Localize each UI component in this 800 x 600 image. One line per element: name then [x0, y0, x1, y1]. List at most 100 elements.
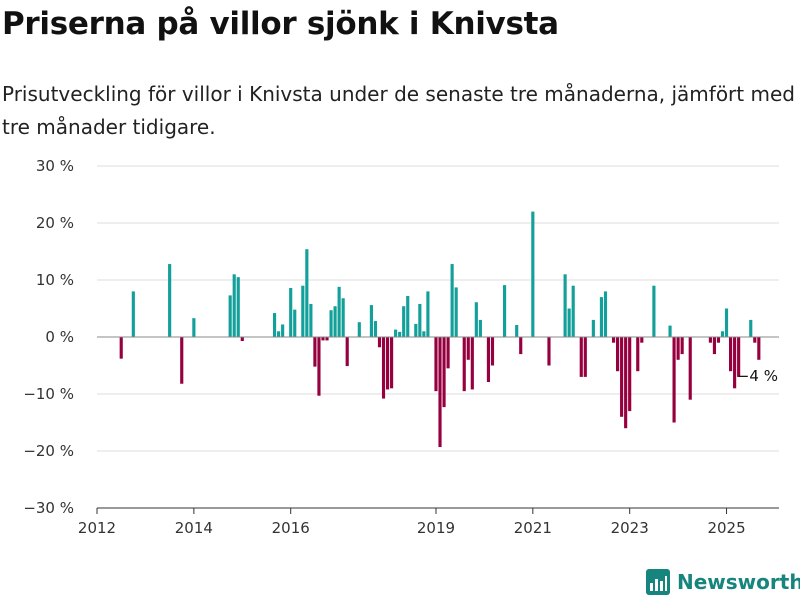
newsworthy-logo-icon [646, 569, 670, 595]
bar [309, 303, 313, 337]
x-tick-label: 2019 [417, 519, 455, 537]
x-tick-label: 2021 [514, 519, 552, 537]
bar [402, 306, 406, 337]
bar [377, 337, 382, 348]
bar [712, 337, 717, 355]
bar [591, 319, 595, 337]
bar [390, 337, 394, 389]
x-tick-label: 2014 [175, 519, 213, 537]
axis-layer: 30 % 20 % 10 % 0 % −10 % −20 % −30 %2012 2014 20… [23, 157, 779, 537]
newsworthy-logo: Newsworthy [646, 569, 800, 595]
bar [571, 285, 575, 337]
newsworthy-logo-text: Newsworthy [677, 570, 800, 594]
bar [636, 337, 640, 372]
bar [406, 295, 410, 337]
bar [313, 337, 317, 367]
bar [466, 337, 470, 360]
bar [652, 285, 656, 337]
bar [749, 319, 753, 337]
bar [490, 337, 495, 366]
bar [676, 337, 680, 360]
bar [232, 274, 236, 337]
bar [442, 337, 446, 408]
y-tick-label: 30 % [36, 157, 74, 175]
bar [616, 337, 620, 372]
bar [337, 286, 341, 337]
y-tick-label: 10 % [36, 271, 74, 289]
bar [119, 337, 123, 359]
bar [301, 285, 305, 337]
bar [733, 337, 737, 389]
bar [438, 337, 442, 448]
bar [470, 337, 474, 390]
bar [583, 337, 587, 377]
bar [289, 287, 293, 337]
bar [345, 337, 349, 367]
bar [325, 337, 329, 341]
x-tick-label: 2012 [78, 519, 116, 537]
bar [131, 291, 135, 337]
bar [729, 337, 733, 372]
grid-layer [97, 165, 779, 452]
bar [394, 329, 398, 337]
bar [381, 337, 386, 399]
y-tick-label: −30 % [23, 499, 74, 517]
latest-value-label: −4 % [737, 367, 778, 385]
bar [272, 313, 277, 337]
x-tick-label: 2023 [611, 519, 649, 537]
bar [192, 318, 196, 337]
x-tick-label: 2025 [707, 519, 745, 537]
bar [446, 337, 450, 369]
bar [450, 264, 454, 337]
bar [329, 310, 333, 337]
y-tick-label: −10 % [23, 385, 74, 403]
bar [720, 331, 725, 337]
bar [168, 264, 172, 337]
bar [228, 295, 232, 337]
bar [277, 331, 281, 337]
bar [281, 324, 285, 337]
bar [611, 337, 616, 343]
bar [503, 285, 507, 337]
bar [434, 337, 438, 392]
bar [236, 277, 240, 337]
bar [305, 249, 309, 337]
bars-layer [119, 211, 761, 448]
bar [668, 325, 672, 337]
bar [333, 306, 337, 337]
bar [753, 337, 757, 343]
bar [398, 331, 402, 337]
bar [357, 322, 361, 337]
bar [418, 303, 422, 337]
bar [385, 337, 390, 390]
bar [369, 305, 373, 337]
bar [341, 298, 345, 337]
bar [640, 337, 644, 343]
bar [426, 291, 430, 337]
bar [563, 274, 567, 337]
bar [240, 337, 244, 341]
bar [321, 337, 325, 341]
bar [716, 337, 721, 343]
bar [628, 337, 632, 412]
bar [373, 321, 378, 337]
bar [515, 325, 519, 337]
y-tick-label: 20 % [36, 214, 74, 232]
chart-subtitle: Prisutveckling för villor i Knivsta unde… [2, 82, 795, 139]
bar [688, 337, 692, 400]
bar [757, 337, 761, 360]
bar [462, 337, 466, 392]
bar [599, 297, 604, 337]
bar [478, 319, 482, 337]
bar [414, 323, 418, 337]
bar [454, 287, 458, 337]
bar [547, 337, 551, 366]
bar [422, 331, 426, 337]
bar [708, 337, 712, 343]
y-tick-label: 0 % [45, 328, 74, 346]
bar [724, 308, 729, 337]
bar [567, 308, 571, 337]
bar [624, 337, 628, 429]
bar [474, 302, 478, 337]
